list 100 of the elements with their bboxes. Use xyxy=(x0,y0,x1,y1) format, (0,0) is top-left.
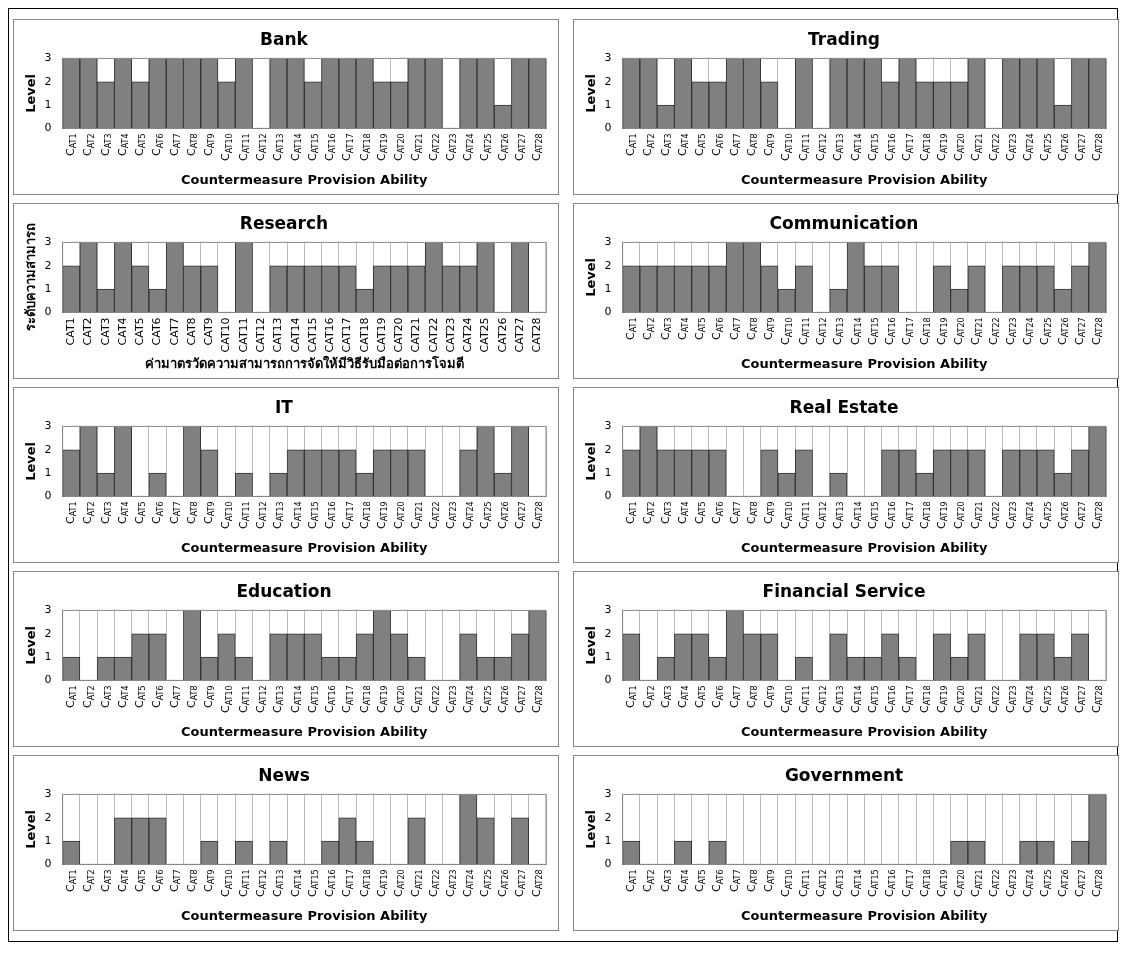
x-tick-label: CAT5 xyxy=(133,133,148,156)
x-tick-label: CAT22 xyxy=(986,685,1001,713)
x-tick-label: CAT16 xyxy=(883,685,898,713)
x-tick-label: CAT24 xyxy=(1021,501,1036,529)
x-tick-label: CAT22 xyxy=(986,317,1001,345)
x-tick-label: CAT3 xyxy=(658,133,673,156)
x-tick-label: CAT8 xyxy=(184,869,200,892)
x-tick-label: CAT8 xyxy=(744,317,760,340)
x-tick-label: CAT6 xyxy=(150,869,165,892)
y-tick-label: 0 xyxy=(604,305,612,319)
x-tick-label: CAT6 xyxy=(150,133,165,156)
x-tick-label: CAT16 xyxy=(883,501,898,529)
x-tick-label: CAT12 xyxy=(814,317,829,345)
x-tick-label: CAT17 xyxy=(900,133,915,161)
x-tick-label: CAT17 xyxy=(340,133,355,161)
x-tick-label: CAT7 xyxy=(727,317,742,340)
x-tick-label: CAT8 xyxy=(744,685,760,708)
x-tick-label: CAT1 xyxy=(64,317,78,346)
x-tick-label: CAT14 xyxy=(848,501,863,529)
x-tick-label: CAT12 xyxy=(814,501,829,529)
x-tick-label: CAT7 xyxy=(727,685,742,708)
x-tick-label: CAT10 xyxy=(779,317,794,345)
x-tick-label: CAT10 xyxy=(779,133,794,161)
x-tick-label: CAT26 xyxy=(1055,685,1070,713)
y-tick-label: 3 xyxy=(44,787,52,801)
x-tick-label: CAT5 xyxy=(133,501,148,524)
y-tick-label: 1 xyxy=(44,281,52,295)
x-tick-label: CAT28 xyxy=(1090,869,1105,897)
x-tick-label: CAT23 xyxy=(1003,501,1019,529)
x-tick-label: CAT5 xyxy=(693,317,708,340)
x-tick-label: CAT10 xyxy=(219,133,234,161)
x-tick-label: CAT14 xyxy=(848,317,863,345)
x-tick-label: CAT24 xyxy=(461,869,476,897)
x-tick-label: CAT19 xyxy=(374,133,390,161)
x-tick-label: CAT21 xyxy=(409,317,423,353)
x-tick-label: CAT9 xyxy=(202,685,217,708)
x-tick-label: CAT17 xyxy=(900,685,915,713)
x-tick-label: CAT28 xyxy=(530,317,544,353)
chart-title: Financial Service xyxy=(762,580,926,601)
x-tick-label: CAT19 xyxy=(934,869,950,897)
x-tick-label: CAT28 xyxy=(1090,685,1105,713)
x-tick-label: CAT9 xyxy=(762,133,777,156)
x-tick-label: CAT21 xyxy=(969,685,984,713)
x-tick-label: CAT5 xyxy=(133,317,147,346)
x-tick-label: CAT14 xyxy=(848,133,863,161)
x-tick-label: CAT26 xyxy=(495,501,510,529)
x-axis-title: Countermeasure Provision Ability xyxy=(741,723,989,739)
x-tick-label: CAT9 xyxy=(202,869,217,892)
x-tick-label: CAT3 xyxy=(98,501,113,524)
x-tick-label: CAT16 xyxy=(323,133,338,161)
x-tick-label: CAT10 xyxy=(219,685,234,713)
x-tick-label: CAT9 xyxy=(202,317,216,346)
x-tick-label: CAT25 xyxy=(1038,317,1053,345)
y-tick-label: 0 xyxy=(604,857,612,871)
x-tick-label: CAT13 xyxy=(271,317,285,353)
x-tick-label: CAT27 xyxy=(512,685,528,713)
x-tick-label: CAT22 xyxy=(986,133,1001,161)
x-tick-label: CAT25 xyxy=(1038,685,1053,713)
x-tick-label: CAT7 xyxy=(167,317,181,346)
x-tick-label: CAT11 xyxy=(796,685,811,713)
chart-title: Education xyxy=(236,580,332,601)
x-tick-label: CAT23 xyxy=(443,869,459,897)
x-tick-label: CAT11 xyxy=(796,501,811,529)
x-tick-label: CAT6 xyxy=(710,501,725,524)
x-tick-label: CAT1 xyxy=(624,317,639,340)
x-tick-label: CAT15 xyxy=(865,501,881,529)
x-tick-label: CAT28 xyxy=(530,685,545,713)
x-tick-label: CAT25 xyxy=(478,133,493,161)
x-tick-label: CAT6 xyxy=(710,685,725,708)
x-tick-label: CAT10 xyxy=(219,501,234,529)
x-tick-label: CAT27 xyxy=(1072,317,1088,345)
x-tick-label: CAT13 xyxy=(271,133,286,161)
x-tick-label: CAT27 xyxy=(512,133,528,161)
x-tick-label: CAT4 xyxy=(675,317,691,340)
x-tick-label: CAT22 xyxy=(426,133,441,161)
y-tick-label: 3 xyxy=(604,603,612,617)
x-tick-label: CAT17 xyxy=(340,869,355,897)
x-tick-label: CAT20 xyxy=(952,317,967,345)
x-tick-label: CAT18 xyxy=(357,685,372,713)
y-tick-label: 3 xyxy=(44,51,52,65)
x-tick-label: CAT12 xyxy=(254,501,269,529)
x-tick-label: CAT12 xyxy=(814,869,829,897)
y-tick-label: 3 xyxy=(44,603,52,617)
x-tick-label: CAT12 xyxy=(254,317,267,353)
y-axis-title: Level xyxy=(23,809,39,849)
x-tick-label: CAT5 xyxy=(693,133,708,156)
x-tick-label: CAT25 xyxy=(1038,869,1053,897)
x-tick-label: CAT16 xyxy=(323,869,338,897)
y-tick-label: 2 xyxy=(44,258,52,272)
x-axis-title: Countermeasure Provision Ability xyxy=(741,539,989,555)
x-tick-label: CAT21 xyxy=(409,685,424,713)
x-tick-label: CAT3 xyxy=(658,869,673,892)
x-tick-label: CAT24 xyxy=(1021,133,1036,161)
x-tick-label: CAT16 xyxy=(883,869,898,897)
x-tick-label: CAT2 xyxy=(81,317,95,346)
x-tick-label: CAT24 xyxy=(1021,317,1036,345)
x-tick-label: CAT25 xyxy=(1038,133,1053,161)
chart-title: Research xyxy=(239,212,329,233)
x-tick-label: CAT4 xyxy=(115,685,131,708)
chart-title: Real Estate xyxy=(789,396,899,417)
